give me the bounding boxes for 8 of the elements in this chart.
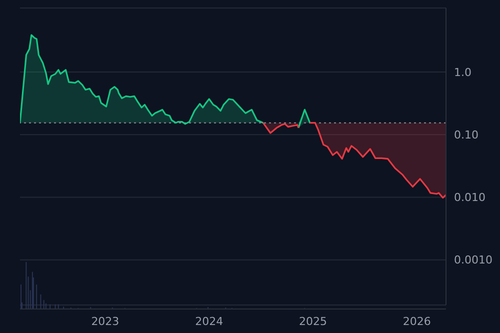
x-tick-label: 2024 xyxy=(195,314,224,328)
x-tick-label: 2023 xyxy=(91,314,120,328)
x-tick-label: 2025 xyxy=(299,314,328,328)
x-tick-label: 2026 xyxy=(402,314,431,328)
y-tick-label: 1.0 xyxy=(454,66,472,79)
y-tick-label: 0.10 xyxy=(454,128,478,142)
y-tick-label: 0.0010 xyxy=(454,254,492,267)
y-tick-label: 0.010 xyxy=(454,191,486,204)
